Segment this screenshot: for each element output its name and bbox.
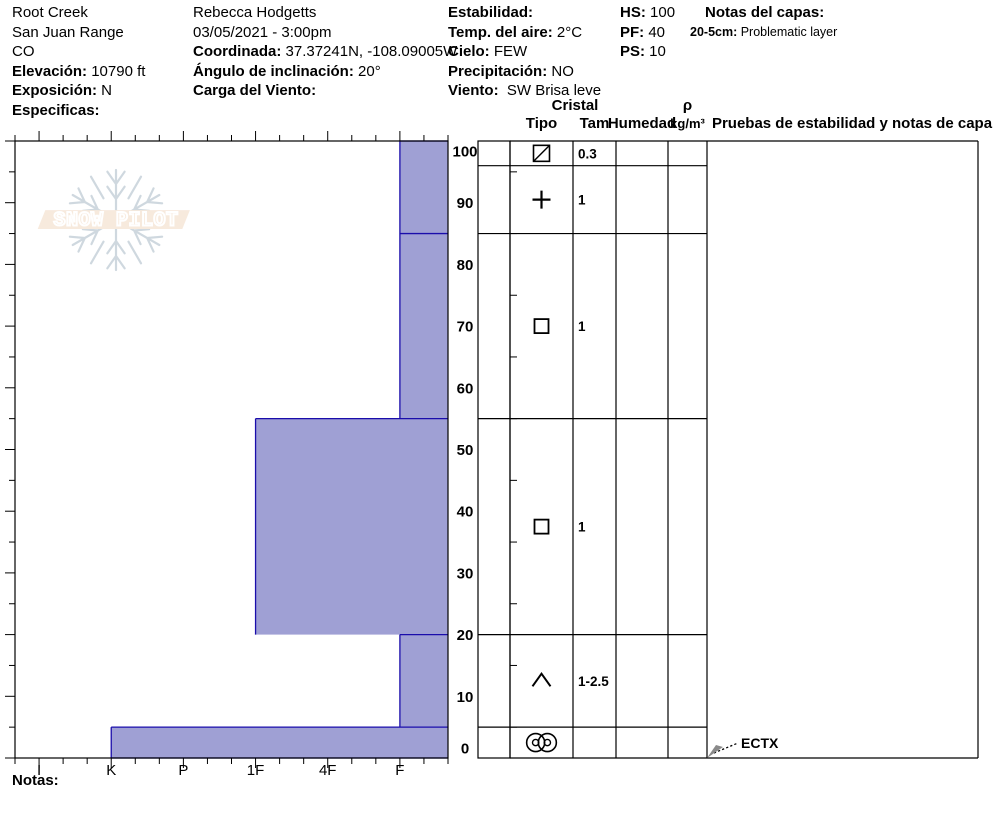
svg-text:Cristal: Cristal bbox=[552, 97, 599, 114]
svg-text:1: 1 bbox=[578, 520, 586, 535]
svg-text:70: 70 bbox=[457, 319, 474, 336]
svg-text:ρ: ρ bbox=[683, 97, 692, 114]
svg-text:K: K bbox=[106, 762, 116, 779]
svg-text:Humedad: Humedad bbox=[608, 115, 676, 132]
svg-text:50: 50 bbox=[457, 442, 474, 459]
svg-text:4F: 4F bbox=[319, 762, 337, 779]
svg-text:Tipo: Tipo bbox=[526, 115, 557, 132]
svg-text:Pruebas de estabilidad y notas: Pruebas de estabilidad y notas de capa bbox=[712, 115, 993, 132]
svg-text:30: 30 bbox=[457, 565, 474, 582]
svg-text:ECTX: ECTX bbox=[741, 735, 779, 751]
svg-text:100: 100 bbox=[452, 144, 477, 161]
svg-text:F: F bbox=[395, 762, 404, 779]
svg-text:90: 90 bbox=[457, 195, 474, 212]
svg-text:40: 40 bbox=[457, 504, 474, 521]
svg-text:P: P bbox=[178, 762, 188, 779]
svg-text:Tam: Tam bbox=[580, 115, 610, 132]
svg-text:SNOW PILOT: SNOW PILOT bbox=[53, 210, 178, 233]
svg-text:60: 60 bbox=[457, 380, 474, 397]
svg-text:1: 1 bbox=[578, 193, 586, 208]
svg-text:80: 80 bbox=[457, 257, 474, 274]
svg-text:1: 1 bbox=[578, 319, 586, 334]
svg-text:20: 20 bbox=[457, 627, 474, 644]
svg-text:1F: 1F bbox=[247, 762, 265, 779]
svg-text:kg/m³: kg/m³ bbox=[670, 116, 705, 131]
svg-text:0.3: 0.3 bbox=[578, 146, 597, 161]
svg-text:1-2.5: 1-2.5 bbox=[578, 674, 609, 689]
svg-text:10: 10 bbox=[457, 689, 474, 706]
svg-text:0: 0 bbox=[461, 741, 469, 758]
